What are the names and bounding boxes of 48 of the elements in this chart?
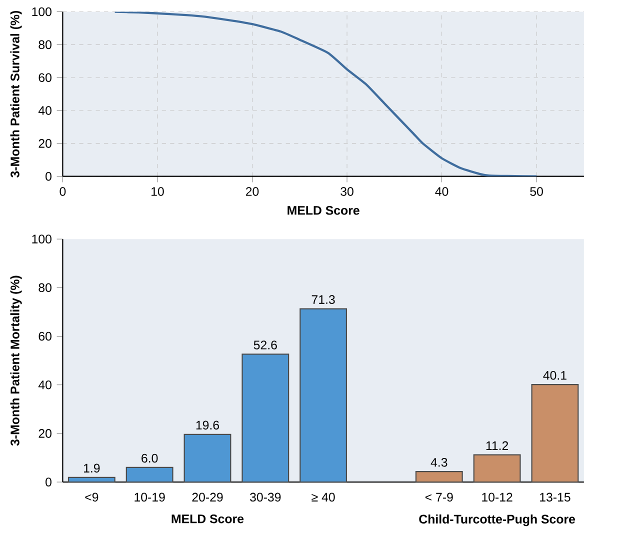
data-label: 40.1 [543, 371, 566, 380]
y-tick-label: 20 [38, 429, 52, 438]
x-tick-label: 13-15 [540, 492, 570, 502]
x-tick-label: 50 [530, 187, 543, 196]
y-tick-label: 40 [38, 106, 52, 115]
x-tick-label: <9 [85, 492, 98, 502]
x-tick-label: ≥ 40 [312, 492, 335, 502]
x-tick-label: 10-12 [482, 492, 512, 502]
data-label: 6.0 [142, 454, 158, 463]
x-tick-label: 10 [152, 187, 164, 196]
y-tick-label: 0 [46, 172, 52, 181]
x-tick-label: 40 [435, 187, 448, 196]
data-label: 11.2 [486, 441, 508, 450]
x-tick-label: 10-19 [134, 492, 165, 502]
bar [184, 434, 232, 483]
x-tick-label: 30 [340, 187, 354, 196]
y-tick-label: 60 [38, 73, 52, 82]
data-label: 19.6 [196, 420, 220, 430]
x-tick-label: 20-29 [192, 492, 223, 502]
bar [300, 308, 348, 483]
text: Child-Turcotte-Pugh Score [419, 514, 576, 526]
line-series [114, 12, 538, 176]
y-axis-title: 3-Month Patient Mortality (%) [10, 276, 22, 446]
y-tick-label: 80 [38, 283, 52, 292]
data-label: 1.9 [84, 464, 100, 473]
y-tick-label: 0 [46, 478, 52, 486]
x-axis-title: MELD Score [172, 514, 244, 524]
y-axis-title: 3-Month Patient Survival (%) [10, 11, 22, 178]
y-tick-label: 100 [32, 234, 52, 244]
bar [68, 476, 116, 483]
x-tick-label: 20 [246, 187, 259, 196]
data-label: 52.6 [254, 340, 277, 350]
bar [415, 471, 463, 483]
x-tick-label: 0 [60, 187, 66, 196]
y-tick-label: 60 [38, 332, 52, 341]
data-label: 71.3 [312, 295, 335, 304]
y-tick-label: 20 [38, 139, 52, 148]
data-label: 4.3 [430, 458, 448, 467]
bar [473, 454, 521, 483]
x-axis-title: MELD Score [288, 206, 360, 215]
bar [531, 384, 579, 483]
x-tick-label: 30-39 [250, 492, 281, 502]
y-tick-label: 100 [32, 7, 52, 16]
y-tick-label: 80 [38, 40, 52, 50]
bar [126, 466, 174, 483]
x-tick-label: < 7-9 [425, 492, 453, 502]
y-tick-label: 40 [38, 380, 52, 390]
bar [242, 354, 290, 483]
